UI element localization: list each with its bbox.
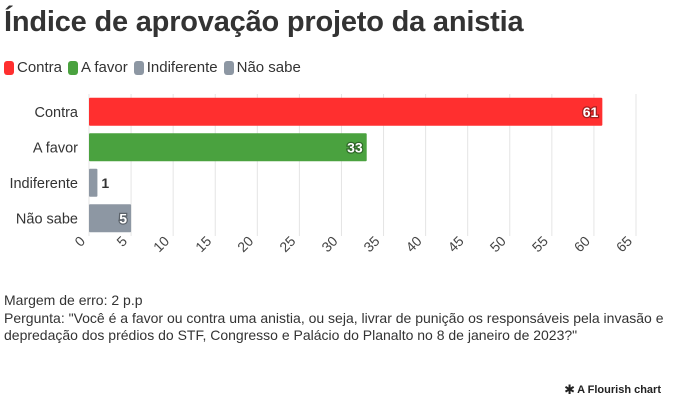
x-tick-label: 0 <box>71 233 88 250</box>
legend-swatch <box>4 60 14 75</box>
x-tick-label: 60 <box>571 233 593 255</box>
data-label: 61 <box>583 104 599 120</box>
bar <box>89 168 98 197</box>
bar <box>89 97 603 126</box>
x-tick-label: 15 <box>192 233 214 255</box>
category-label: Contra <box>34 105 78 121</box>
x-tick-label: 55 <box>529 233 551 255</box>
x-tick-label: 10 <box>150 233 172 255</box>
x-tick-label: 45 <box>444 233 466 255</box>
legend-item-nao-sabe[interactable]: Não sabe <box>223 59 301 76</box>
legend-swatch <box>68 60 79 75</box>
survey-question-note: Pergunta: "Você é a favor ou contra uma … <box>4 309 664 344</box>
legend-swatch <box>133 60 144 75</box>
legend-swatch <box>223 60 234 75</box>
bar <box>89 133 367 162</box>
legend-item-indiferente[interactable]: Indiferente <box>133 59 218 76</box>
category-label: A favor <box>33 140 78 156</box>
legend-label: Contra <box>17 59 63 76</box>
legend-item-a-favor[interactable]: A favor <box>68 59 128 76</box>
chart-notes: Margem de erro: 2 p.p Pergunta: "Você é … <box>4 292 668 345</box>
legend-item-contra[interactable]: Contra <box>4 59 62 76</box>
x-tick-label: 20 <box>234 233 256 255</box>
x-tick-label: 5 <box>113 233 130 250</box>
data-label: 1 <box>101 175 109 191</box>
x-tick-label: 25 <box>276 233 298 255</box>
x-tick-label: 65 <box>613 233 635 255</box>
bar <box>89 204 132 233</box>
x-tick-label: 40 <box>402 233 424 255</box>
data-label: 33 <box>347 139 363 155</box>
margin-of-error-note: Margem de erro: 2 p.p <box>4 292 143 308</box>
x-tick-label: 35 <box>360 233 382 255</box>
flourish-credit[interactable]: ✱ A Flourish chart <box>564 383 661 396</box>
chart-title: Índice de aprovação projeto da anistia <box>4 6 524 38</box>
x-tick-label: 50 <box>487 233 509 255</box>
x-tick-label: 30 <box>318 233 340 255</box>
category-label: Indiferente <box>9 176 78 192</box>
legend-label: Indiferente <box>146 59 218 76</box>
legend-label: A favor <box>81 59 128 76</box>
flourish-credit-label: A Flourish chart <box>577 383 661 396</box>
legend-label: Não sabe <box>236 59 301 76</box>
legend: Contra A favor Indiferente Não sabe <box>4 59 307 76</box>
data-label: 5 <box>119 210 127 226</box>
flourish-logo-icon: ✱ <box>564 382 576 397</box>
category-label: Não sabe <box>16 211 78 227</box>
